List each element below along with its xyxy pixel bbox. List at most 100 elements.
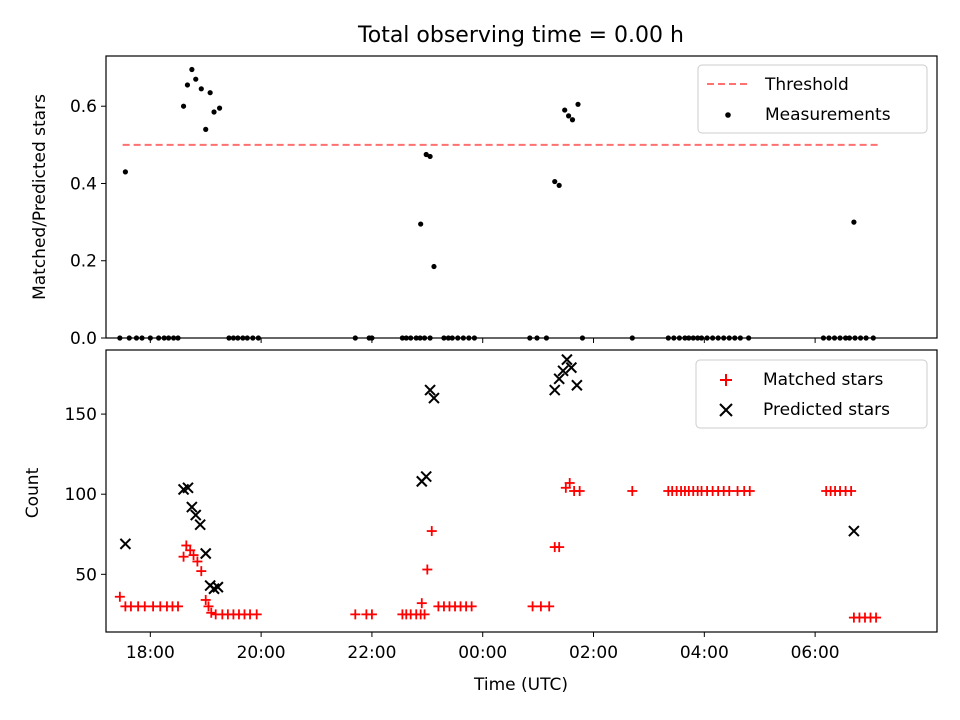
predicted-star-point	[848, 525, 860, 537]
predicted-star-stroke-b	[200, 547, 212, 560]
x-tick-label: 22:00	[347, 643, 396, 663]
x-tick-label: 04:00	[680, 643, 729, 663]
bottom-y-tick-label: 100	[65, 485, 97, 505]
predicted-star-point	[424, 384, 436, 396]
matched-star-point	[744, 486, 755, 496]
predicted-star-stroke-b	[186, 501, 198, 513]
measurement-point	[216, 105, 223, 111]
bottom-panel: 18:00 20:00 22:00 00:00 02:00 04:00 06:00 50 100…	[23, 349, 938, 695]
predicted-legend-label: Predicted stars	[763, 400, 890, 420]
chart-title: Total observing time = 0.00 h	[357, 23, 684, 48]
matched-star-point	[173, 601, 184, 612]
predicted-star-point	[420, 470, 432, 483]
matched-star-point	[627, 486, 638, 496]
predicted-star-stroke-b	[119, 538, 132, 550]
top-legend-box	[697, 64, 928, 134]
matched-star-point	[188, 550, 199, 561]
bottom-y-tick-label: 50	[75, 565, 97, 585]
measurements-legend-swatch	[725, 112, 731, 118]
matched-legend-label: Matched stars	[763, 370, 883, 390]
matched-legend-swatch	[720, 374, 732, 386]
matched-star-point	[206, 607, 217, 618]
matched-star-point	[426, 526, 437, 537]
top-y-tick-label: 0.2	[70, 252, 97, 272]
measurement-point	[203, 126, 209, 132]
bottom-legend-box	[695, 359, 928, 429]
predicted-star-point	[557, 365, 569, 377]
predicted-star-point	[212, 581, 224, 593]
matched-star-point	[251, 609, 262, 620]
measurement-point	[211, 109, 217, 115]
predicted-star-point	[565, 361, 578, 374]
predicted-star-point	[186, 501, 198, 513]
measurement-point	[184, 82, 191, 88]
measurement-point	[189, 66, 195, 73]
predicted-star-stroke-b	[848, 525, 860, 537]
top-y-tick-label: 0.6	[70, 97, 97, 117]
predicted-star-stroke-b	[571, 379, 583, 391]
matched-star-point	[350, 609, 361, 620]
predicted-star-point	[200, 547, 212, 560]
predicted-star-point	[119, 538, 132, 550]
matched-star-point	[419, 609, 430, 620]
bottom-legend: Matched stars Predicted stars	[695, 359, 928, 429]
top-y-tick-label: 0.4	[70, 174, 97, 194]
matched-star-point	[178, 551, 189, 562]
measurement-point	[556, 182, 562, 189]
matched-star-point	[544, 601, 555, 612]
matched-star-point	[554, 542, 565, 553]
x-tick-label: 18:00	[126, 643, 175, 663]
measurement-point	[122, 169, 128, 175]
measurement-point	[180, 103, 187, 109]
measurement-point	[198, 86, 204, 92]
matched-star-point	[196, 566, 207, 577]
measurement-point	[851, 219, 857, 225]
bottom-axes: 18:00 20:00 22:00 00:00 02:00 04:00 06:00 50 100…	[65, 405, 840, 663]
measurement-point	[207, 90, 213, 96]
top-y-tick-label: 0.0	[70, 329, 97, 349]
top-axes: 0.0 0.2 0.4 0.6	[70, 97, 816, 349]
predicted-star-point	[190, 509, 202, 521]
bottom-plot-frame	[105, 349, 938, 633]
measurement-point	[575, 101, 581, 107]
predicted-star-stroke-b	[428, 392, 440, 404]
predicted-star-point	[571, 379, 583, 391]
top-plot-frame	[105, 55, 938, 339]
matched-star-point	[200, 594, 211, 605]
measurement-point	[431, 263, 437, 270]
predicted-star-stroke-b	[194, 518, 206, 531]
predicted-star-stroke-b	[182, 482, 194, 494]
matched-star-point	[466, 601, 477, 612]
matched-star-point	[203, 601, 214, 612]
predicted-star-stroke-b	[190, 509, 202, 521]
measurement-point	[565, 113, 572, 119]
measurement-point	[423, 151, 429, 158]
predicted-star-stroke-b	[420, 470, 432, 483]
bottom-y-axis-label: Count	[23, 467, 43, 518]
predicted-star-point	[553, 373, 565, 385]
measurement-point	[562, 107, 568, 113]
matched-star-point	[574, 486, 585, 496]
predicted-star-stroke-b	[424, 384, 436, 396]
matched-star-point	[416, 598, 427, 609]
x-axis-label: Time (UTC)	[473, 675, 568, 695]
matched-star-point	[564, 477, 575, 488]
predicted-star-stroke-b	[553, 373, 565, 385]
predicted-star-point	[561, 353, 573, 366]
bottom-plot-marks	[114, 353, 882, 623]
matched-star-point	[114, 591, 125, 602]
measurement-point	[552, 178, 558, 185]
measurement-point	[418, 221, 424, 227]
predicted-star-point	[182, 482, 194, 494]
predicted-legend-swatch	[719, 403, 733, 417]
measurement-point	[569, 117, 576, 123]
top-y-axis-label: Matched/Predicted stars	[30, 94, 50, 300]
predicted-star-stroke-b	[565, 361, 578, 374]
threshold-legend-label: Threshold	[764, 75, 849, 95]
matched-star-point	[871, 612, 882, 623]
matched-star-point	[192, 556, 203, 567]
predicted-star-stroke-b	[549, 384, 561, 396]
measurements-legend-label: Measurements	[765, 105, 891, 125]
matched-star-point	[366, 609, 377, 620]
